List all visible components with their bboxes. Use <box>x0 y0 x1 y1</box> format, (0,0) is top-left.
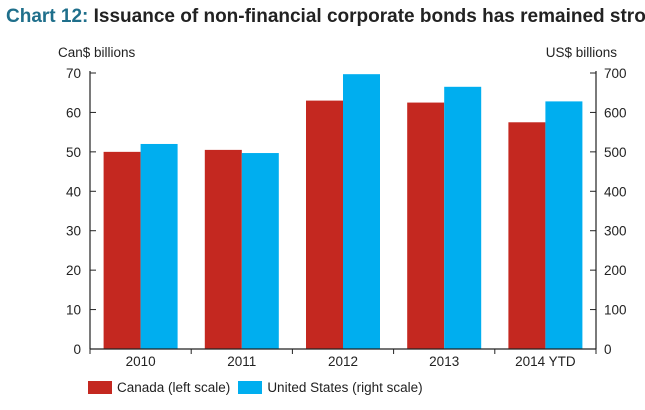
legend-item-canada: Canada (left scale) <box>88 380 230 395</box>
chart-legend: Canada (left scale) United States (right… <box>88 380 431 395</box>
right-tick-label-3: 300 <box>604 224 627 239</box>
x-tick-label-0: 2010 <box>126 354 156 369</box>
x-tick-label-4: 2014 YTD <box>515 354 576 369</box>
x-tick-label-3: 2013 <box>429 354 459 369</box>
bar-united-states-0 <box>140 143 178 349</box>
right-tick-label-2: 200 <box>604 263 627 278</box>
x-tick-label-1: 2011 <box>227 354 256 369</box>
left-tick-label-6: 60 <box>66 105 81 120</box>
chart-number: Chart 12: <box>6 6 89 27</box>
bar-united-states-4 <box>545 101 583 349</box>
left-axis-unit: Can$ billions <box>58 45 136 60</box>
left-tick-label-7: 70 <box>66 66 81 81</box>
legend-label-united-states: United States (right scale) <box>267 380 423 395</box>
legend-item-united-states: United States (right scale) <box>238 380 423 395</box>
right-axis-unit: US$ billions <box>545 45 617 60</box>
bar-canada-4 <box>508 122 546 350</box>
bar-canada-3 <box>407 102 445 349</box>
legend-swatch-united-states <box>238 381 263 394</box>
left-tick-label-4: 40 <box>66 184 81 199</box>
bar-united-states-1 <box>241 153 279 349</box>
bar-united-states-2 <box>343 74 380 349</box>
bar-canada-0 <box>103 151 141 349</box>
chart-title: Chart 12: Issuance of non-financial corp… <box>6 6 645 28</box>
left-tick-label-0: 0 <box>73 342 81 357</box>
right-tick-label-1: 100 <box>604 303 627 318</box>
left-tick-label-2: 20 <box>66 263 81 278</box>
right-tick-label-5: 500 <box>604 145 627 160</box>
left-tick-label-1: 10 <box>66 303 81 318</box>
bar-united-states-3 <box>444 86 482 350</box>
right-tick-label-6: 600 <box>604 105 627 120</box>
right-tick-label-7: 700 <box>604 66 627 81</box>
right-tick-label-4: 400 <box>604 184 627 199</box>
x-tick-label-2: 2012 <box>328 354 358 369</box>
left-tick-label-3: 30 <box>66 224 81 239</box>
right-tick-label-0: 0 <box>604 342 612 357</box>
bar-canada-1 <box>204 149 242 349</box>
bar-canada-2 <box>306 100 343 349</box>
legend-label-canada: Canada (left scale) <box>117 380 231 395</box>
left-tick-label-5: 50 <box>66 145 81 160</box>
chart-title-text: Issuance of non-financial corporate bond… <box>93 6 645 27</box>
legend-swatch-canada <box>88 381 112 394</box>
